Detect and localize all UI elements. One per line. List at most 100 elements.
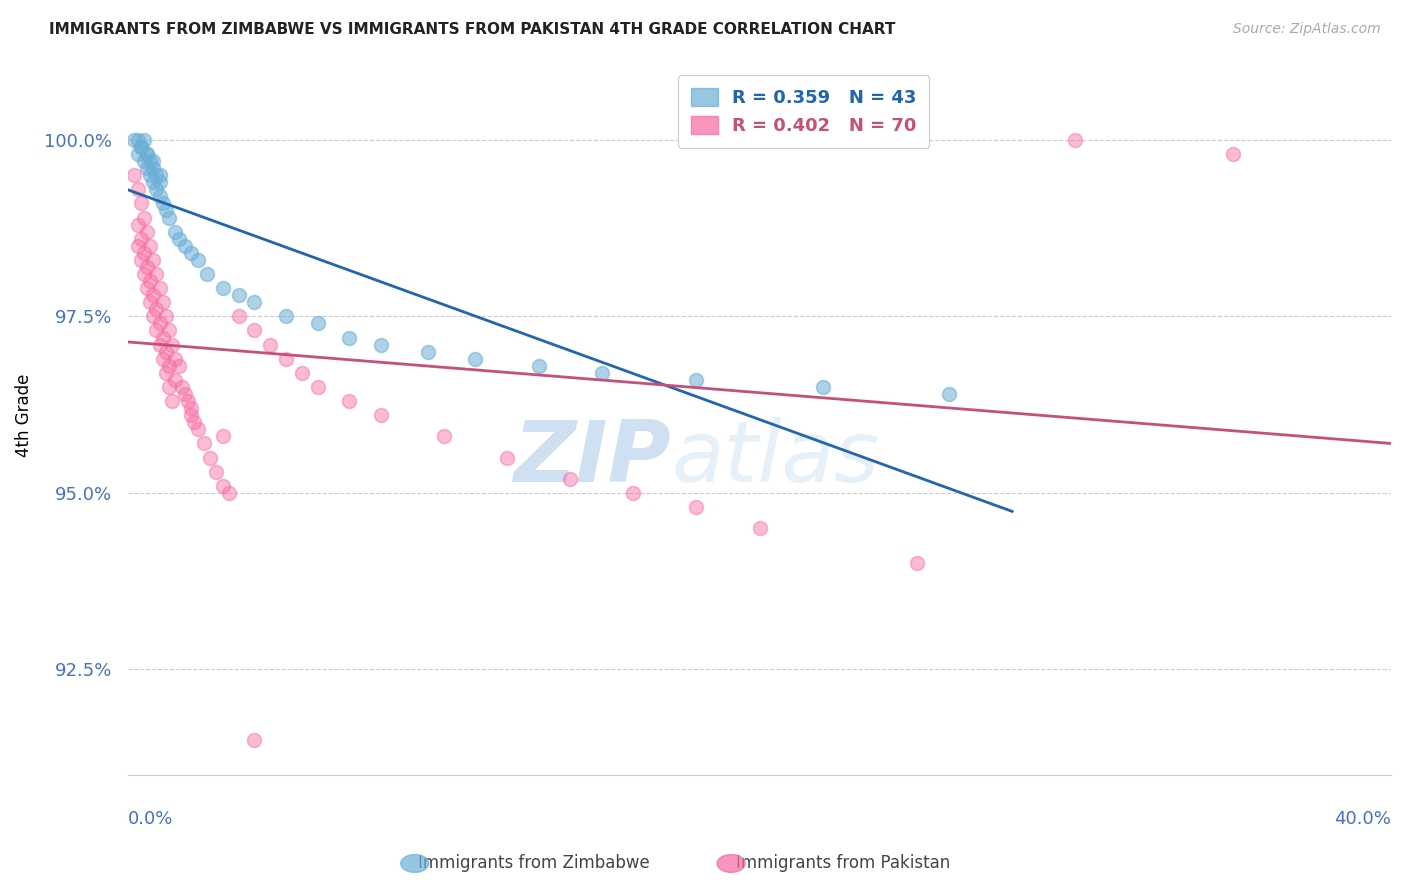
Point (157, 380, 180, 394)
Point (337, 330, 360, 344)
Point (142, 175, 165, 189)
Point (149, 175, 172, 189)
Point (149, 281, 172, 295)
Point (170, 380, 193, 394)
Point (464, 351, 486, 366)
Point (211, 479, 233, 493)
Point (1064, 133, 1087, 147)
Point (139, 154, 162, 169)
Point (145, 182, 167, 196)
Point (198, 450, 221, 465)
Point (370, 408, 392, 422)
Point (1222, 147, 1244, 161)
Point (132, 211, 155, 225)
Point (274, 351, 297, 366)
Point (180, 408, 202, 422)
Point (145, 267, 167, 281)
Point (124, 168, 146, 182)
Point (177, 394, 200, 409)
Point (291, 366, 314, 380)
Point (136, 147, 159, 161)
Point (152, 330, 174, 344)
Point (157, 211, 180, 225)
Point (167, 232, 190, 246)
Point (558, 472, 581, 486)
Point (142, 288, 165, 302)
Point (132, 267, 155, 281)
Point (139, 239, 162, 253)
Point (127, 182, 149, 196)
Point (129, 140, 152, 154)
Text: Immigrants from Zimbabwe: Immigrants from Zimbabwe (419, 855, 650, 872)
Point (149, 189, 172, 203)
Point (165, 373, 187, 387)
Point (127, 147, 149, 161)
Point (136, 147, 159, 161)
Point (129, 232, 152, 246)
Point (938, 387, 960, 401)
Point (152, 295, 174, 310)
Point (132, 133, 155, 147)
Point (162, 394, 184, 409)
Point (243, 295, 266, 310)
Point (152, 351, 174, 366)
Point (307, 380, 329, 394)
Point (157, 323, 180, 337)
Point (211, 281, 233, 295)
Point (139, 274, 162, 288)
Point (337, 394, 360, 409)
Legend: R = 0.359   N = 43, R = 0.402   N = 70: R = 0.359 N = 43, R = 0.402 N = 70 (678, 75, 929, 148)
Point (127, 133, 149, 147)
Point (211, 429, 233, 443)
Point (124, 133, 146, 147)
Point (136, 225, 159, 239)
Point (228, 288, 250, 302)
Point (136, 281, 159, 295)
Point (685, 500, 707, 514)
Point (174, 239, 197, 253)
Point (193, 436, 215, 450)
Text: 40.0%: 40.0% (1334, 810, 1391, 828)
Point (905, 557, 928, 571)
Point (416, 344, 439, 359)
Point (139, 168, 162, 182)
Point (195, 267, 218, 281)
Point (127, 218, 149, 232)
Point (370, 337, 392, 351)
Point (145, 302, 167, 317)
Point (139, 295, 162, 310)
Point (149, 317, 172, 331)
Point (142, 154, 165, 169)
Point (218, 486, 240, 500)
Point (621, 486, 644, 500)
Point (155, 344, 177, 359)
Point (527, 359, 550, 373)
Point (274, 310, 297, 324)
Text: atlas: atlas (671, 417, 879, 500)
Point (149, 168, 172, 182)
Point (180, 245, 202, 260)
Point (132, 245, 155, 260)
Point (155, 203, 177, 218)
Point (165, 351, 187, 366)
Text: IMMIGRANTS FROM ZIMBABWE VS IMMIGRANTS FROM PAKISTAN 4TH GRADE CORRELATION CHART: IMMIGRANTS FROM ZIMBABWE VS IMMIGRANTS F… (49, 22, 896, 37)
Point (165, 225, 187, 239)
Point (183, 415, 205, 429)
Point (149, 337, 172, 351)
Point (748, 521, 770, 535)
Point (591, 366, 613, 380)
Point (496, 450, 519, 465)
Text: 0.0%: 0.0% (128, 810, 173, 828)
Point (259, 337, 281, 351)
Point (127, 239, 149, 253)
Text: ZIP: ZIP (513, 417, 671, 500)
Point (174, 387, 197, 401)
Point (136, 161, 159, 175)
Point (155, 310, 177, 324)
Point (811, 380, 834, 394)
Point (180, 401, 202, 416)
Point (162, 337, 184, 351)
Text: Source: ZipAtlas.com: Source: ZipAtlas.com (1233, 22, 1381, 37)
Point (187, 422, 209, 436)
Point (243, 733, 266, 747)
